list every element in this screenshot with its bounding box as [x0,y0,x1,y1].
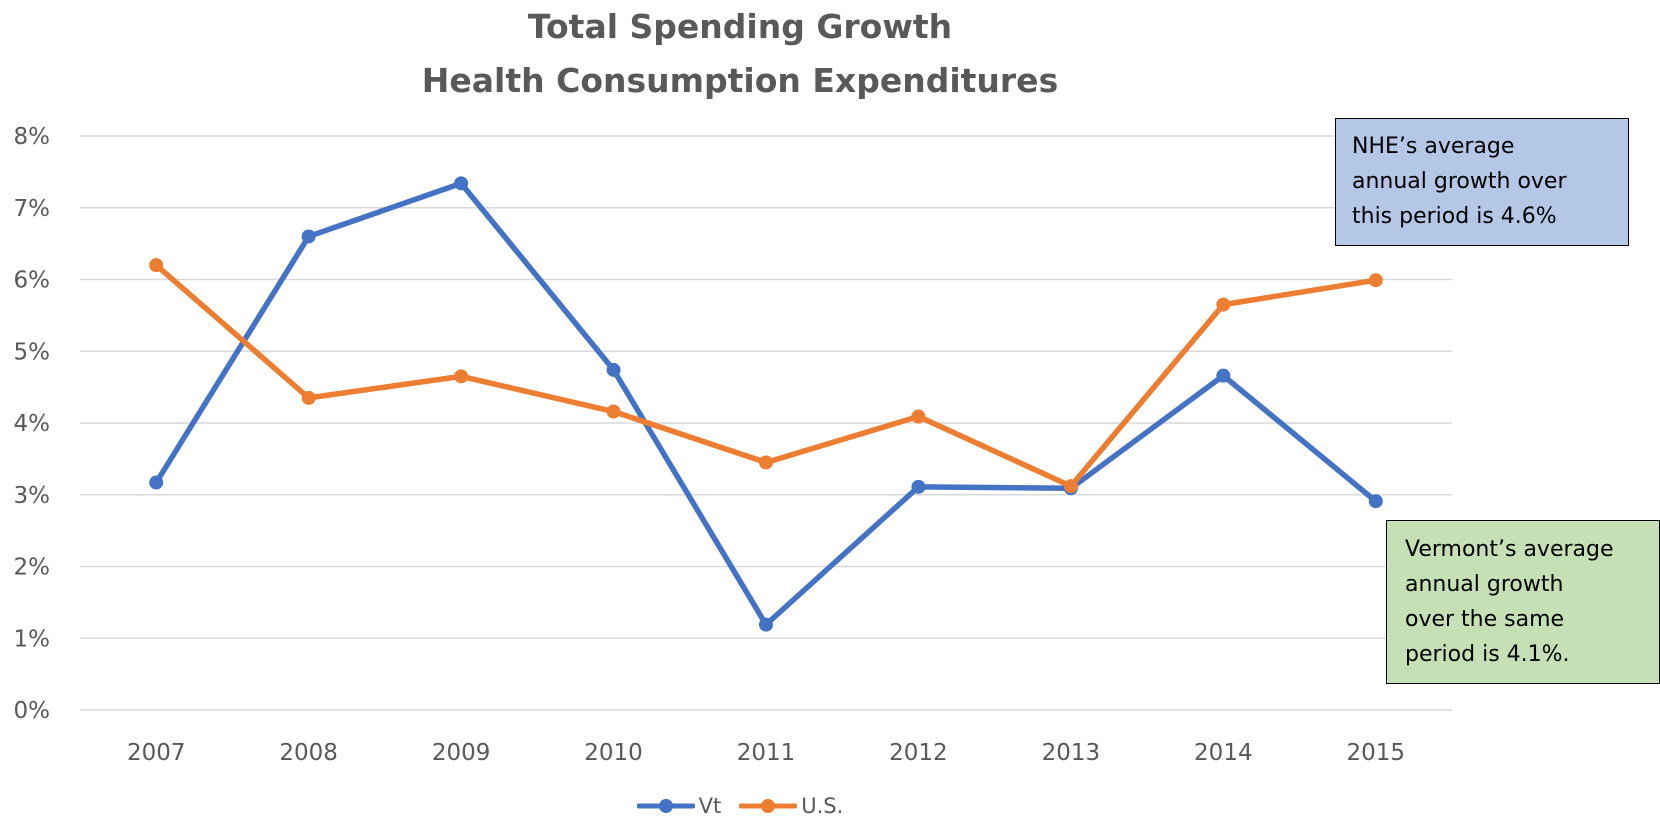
annotation-nhe-average-growth: NHE’s average annual growth over this pe… [1335,118,1629,246]
y-tick-label: 4% [14,411,51,437]
data-point-vt [911,479,926,494]
data-point-vt [1216,368,1231,383]
legend-marker-vt [636,799,695,813]
data-point-us [759,455,773,470]
legend-marker-us [739,799,798,813]
x-tick-label: 2008 [279,740,338,766]
y-tick-label: 8% [14,124,51,150]
chart-title-line-2: Health Consumption Expenditures [421,61,1059,100]
data-point-us [911,409,926,424]
legend-item-us: U.S. [739,794,843,818]
x-tick-label: 2007 [127,740,186,766]
x-tick-label: 2009 [432,740,491,766]
annotation-nhe-line-1: NHE’s average [1352,134,1515,159]
x-tick-label: 2010 [584,740,643,766]
x-tick-label: 2014 [1194,740,1253,766]
series-lines [149,176,1383,632]
y-tick-label: 1% [14,626,51,652]
series-us [149,258,1383,494]
data-point-us [1216,297,1231,312]
annotation-vt-line-1: Vermont’s average [1405,537,1614,562]
data-point-us [1063,479,1078,494]
chart-legend: Vt U.S. [0,794,1480,818]
data-point-vt [301,229,316,244]
data-point-vt [454,176,469,191]
x-axis-tick-labels: 2007 2008 2009 2010 2011 2012 2013 2014 2015 [127,740,1405,766]
legend-label-us: U.S. [801,794,844,818]
data-point-vt [606,362,621,377]
chart-title: Total Spending Growth Health Consumption… [0,0,1480,108]
data-point-us [606,404,621,419]
x-tick-label: 2011 [737,740,796,766]
y-tick-label: 2% [14,555,51,581]
series-line-us [153,262,1379,489]
annotation-nhe-line-2: annual growth over [1352,169,1567,194]
data-point-vt [149,475,164,490]
data-point-us [149,258,164,273]
series-vt [149,176,1383,632]
data-point-vt [759,617,773,632]
y-axis-tick-labels: 0% 1% 2% 3% 4% 5% 6% 7% 8% [14,124,51,724]
chart-title-line-1: Total Spending Growth [527,7,953,46]
series-line-vt [153,180,1379,628]
y-tick-label: 7% [14,196,51,222]
x-tick-label: 2012 [889,740,948,766]
x-tick-label: 2015 [1347,740,1406,766]
y-tick-label: 5% [14,339,51,365]
annotation-vt-line-4: period is 4.1%. [1405,642,1570,667]
y-tick-label: 3% [14,483,51,509]
y-tick-label: 0% [14,698,51,724]
annotation-vt-line-2: annual growth [1405,572,1564,597]
gridlines [80,135,1452,711]
x-tick-label: 2013 [1042,740,1101,766]
annotation-vermont-average-growth: Vermont’s average annual growth over the… [1386,520,1660,684]
annotation-vt-line-3: over the same [1405,607,1565,632]
data-point-us [454,369,469,384]
annotation-nhe-line-3: this period is 4.6% [1352,204,1557,229]
data-point-us [301,390,316,405]
legend-label-vt: Vt [698,794,722,818]
data-point-vt [1368,494,1383,509]
data-point-us [1368,273,1383,288]
y-tick-label: 6% [14,268,51,294]
legend-item-vt: Vt [636,794,722,818]
